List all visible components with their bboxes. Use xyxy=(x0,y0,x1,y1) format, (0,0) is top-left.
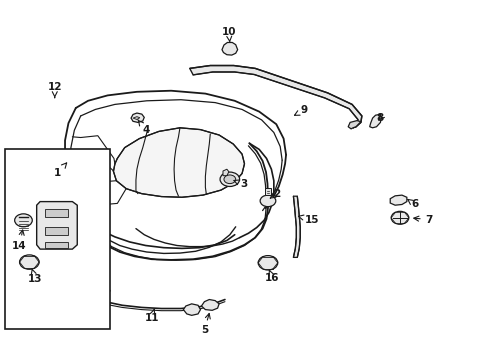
Text: 7: 7 xyxy=(413,215,432,225)
Circle shape xyxy=(224,175,235,184)
Polygon shape xyxy=(201,300,219,310)
Circle shape xyxy=(220,172,239,186)
Text: 12: 12 xyxy=(47,82,62,98)
Polygon shape xyxy=(389,195,406,205)
Polygon shape xyxy=(113,128,244,197)
Text: 5: 5 xyxy=(201,314,210,336)
Text: 13: 13 xyxy=(28,269,42,284)
Circle shape xyxy=(258,256,277,270)
Circle shape xyxy=(20,255,39,269)
Circle shape xyxy=(15,214,32,227)
Polygon shape xyxy=(183,304,200,315)
Text: 2: 2 xyxy=(269,189,280,199)
Polygon shape xyxy=(133,117,140,120)
Circle shape xyxy=(390,211,408,224)
Text: 8: 8 xyxy=(376,113,384,123)
Text: 11: 11 xyxy=(144,310,159,323)
FancyBboxPatch shape xyxy=(45,209,68,217)
Text: 3: 3 xyxy=(233,179,246,189)
Polygon shape xyxy=(369,114,381,128)
Text: 14: 14 xyxy=(12,230,27,251)
Polygon shape xyxy=(223,169,228,176)
Polygon shape xyxy=(92,284,110,294)
FancyBboxPatch shape xyxy=(45,227,68,235)
Polygon shape xyxy=(264,188,270,195)
Text: 10: 10 xyxy=(221,27,236,42)
Text: 4: 4 xyxy=(138,120,149,135)
Text: 1: 1 xyxy=(54,163,66,178)
Text: 6: 6 xyxy=(407,199,417,210)
Polygon shape xyxy=(189,66,361,128)
Text: 9: 9 xyxy=(294,105,307,115)
Polygon shape xyxy=(222,42,237,55)
Circle shape xyxy=(260,195,275,207)
Polygon shape xyxy=(131,113,144,122)
Polygon shape xyxy=(37,202,77,249)
FancyBboxPatch shape xyxy=(45,242,68,248)
FancyBboxPatch shape xyxy=(5,149,110,329)
Text: 15: 15 xyxy=(298,215,319,225)
Polygon shape xyxy=(347,121,360,129)
Text: 16: 16 xyxy=(264,270,279,283)
Polygon shape xyxy=(293,196,300,257)
